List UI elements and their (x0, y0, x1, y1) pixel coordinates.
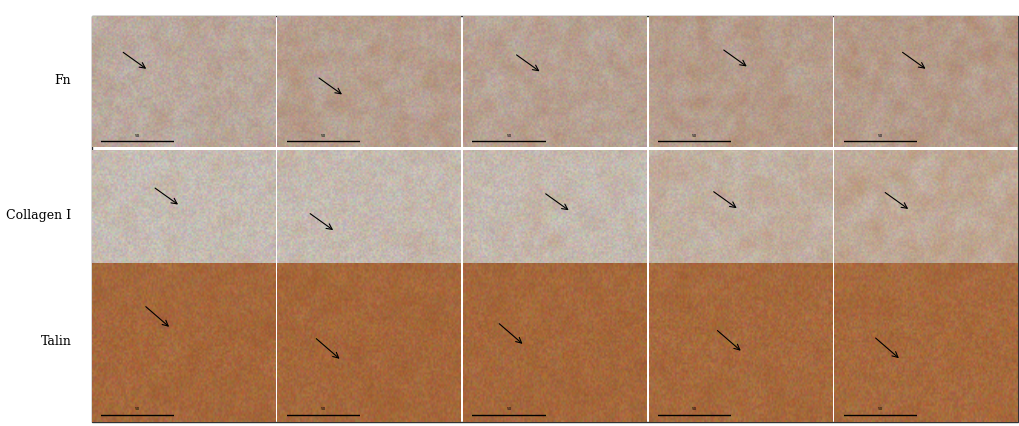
Text: Control: Control (161, 17, 208, 30)
Text: UM: UM (730, 17, 752, 30)
Text: Collagen I: Collagen I (6, 209, 71, 222)
Text: Fn: Fn (55, 75, 71, 87)
Text: CTLA-4-Ig+UM: CTLA-4-Ig+UM (321, 17, 419, 30)
Text: CTLA-4-Ig: CTLA-4-Ig (523, 17, 588, 30)
Text: Talin: Talin (41, 335, 71, 348)
Text: Nonintervention: Nonintervention (874, 17, 978, 30)
